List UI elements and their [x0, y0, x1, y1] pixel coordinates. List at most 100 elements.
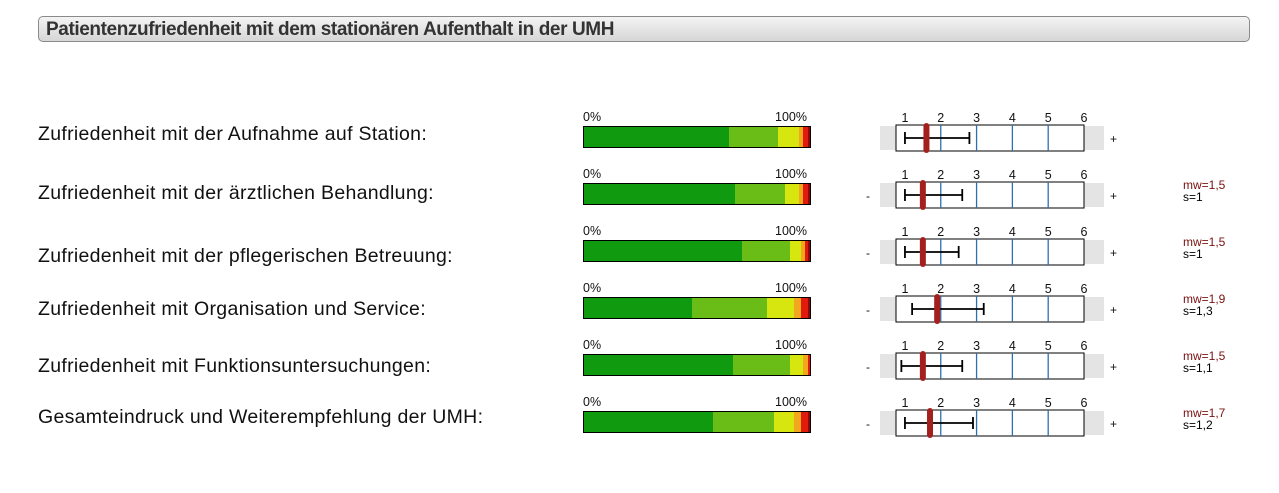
row-label: Zufriedenheit mit der pflegerischen Betr… [38, 245, 453, 267]
mean-value-label: mw=1,5 [1183, 349, 1226, 363]
row-stats: mw=1,9 s=1,3 [1183, 293, 1225, 317]
row-label: Zufriedenheit mit der ärztlichen Behandl… [38, 182, 434, 204]
scale-tick-label: 1 [901, 225, 908, 239]
scale-tick-label: 1 [901, 111, 908, 125]
mean-marker [934, 294, 941, 324]
scale-tick-label: 2 [937, 339, 944, 353]
pct-min-label: 0% [583, 395, 602, 409]
title-bar: Patientenzufriedenheit mit dem stationär… [38, 16, 1250, 42]
row-stats: mw=1,5 s=1 [1183, 236, 1225, 260]
scale-tick-label: 3 [973, 396, 980, 410]
sd-value-label: s=1 [1183, 247, 1203, 261]
pct-min-label: 0% [583, 224, 602, 238]
pct-max-label: 100% [775, 338, 807, 352]
mean-marker [927, 408, 934, 438]
distribution-segment [800, 241, 806, 261]
row-label: Zufriedenheit mit Organisation und Servi… [38, 298, 426, 320]
page-title: Patientenzufriedenheit mit dem stationär… [46, 19, 615, 40]
scale-tick-label: 3 [973, 282, 980, 296]
scale-tick-label: 5 [1045, 111, 1052, 125]
minus-label: - [866, 246, 870, 260]
scale-tick-label: 5 [1045, 282, 1052, 296]
mean-scale: 1 2 3 4 5 6 - + [866, 225, 1117, 267]
pct-min-label: 0% [583, 281, 602, 295]
distribution-segment [692, 298, 768, 318]
distribution-segment [789, 241, 801, 261]
chart-row: Zufriedenheit mit Organisation und Servi… [0, 281, 1279, 338]
scale-tick-label: 2 [937, 225, 944, 239]
scale-tick-label: 5 [1045, 225, 1052, 239]
distribution-bar [583, 183, 811, 205]
distribution-segment [794, 412, 801, 432]
scale-tick-label: 3 [973, 111, 980, 125]
distribution-bar [583, 297, 811, 319]
scale-tick-label: 1 [901, 339, 908, 353]
plus-label: + [1110, 132, 1117, 146]
distribution-segment [807, 184, 810, 204]
distribution-segment [807, 241, 810, 261]
mean-scale: 1 2 3 4 5 6 - + [866, 168, 1117, 210]
mean-value-label: mw=1,5 [1183, 178, 1226, 192]
mean-value-label: mw=1,5 [1183, 235, 1226, 249]
distribution-segment [712, 412, 774, 432]
chart-row: Zufriedenheit mit Funktionsuntersuchunge… [0, 338, 1279, 395]
distribution-segment [767, 298, 795, 318]
pct-min-label: 0% [583, 338, 602, 352]
pct-max-label: 100% [775, 224, 807, 238]
scale-tick-label: 4 [1009, 339, 1016, 353]
distribution-segment [584, 355, 734, 375]
mean-marker [919, 237, 926, 267]
scale-tick-label: 5 [1045, 339, 1052, 353]
distribution-bar [583, 240, 811, 262]
pct-min-label: 0% [583, 167, 602, 181]
distribution-bar [583, 126, 811, 148]
pct-min-label: 0% [583, 110, 602, 124]
scale-tick-label: 2 [937, 396, 944, 410]
mean-marker [919, 180, 926, 210]
plus-label: + [1110, 189, 1117, 203]
chart-row: Gesamteindruck und Weiterempfehlung der … [0, 395, 1279, 452]
distribution-segment [733, 355, 790, 375]
scale-tick-label: 3 [973, 339, 980, 353]
scale-tick-label: 1 [901, 282, 908, 296]
distribution-segment [807, 127, 810, 147]
scale-tick-label: 1 [901, 168, 908, 182]
distribution-segment [584, 127, 729, 147]
scale-tick-label: 4 [1009, 282, 1016, 296]
scale-tick-label: 6 [1081, 339, 1088, 353]
scale-tick-label: 3 [973, 168, 980, 182]
distribution-segment [584, 184, 736, 204]
distribution-segment [798, 127, 804, 147]
scale-tick-label: 4 [1009, 111, 1016, 125]
distribution-segment [800, 412, 808, 432]
chart-row: Zufriedenheit mit der ärztlichen Behandl… [0, 167, 1279, 224]
pct-max-label: 100% [775, 281, 807, 295]
scale-tick-label: 6 [1081, 396, 1088, 410]
distribution-segment [803, 184, 808, 204]
plus-label: + [1110, 360, 1117, 374]
pct-max-label: 100% [775, 167, 807, 181]
distribution-segment [803, 355, 808, 375]
plus-label: + [1110, 303, 1117, 317]
mean-scale: 1 2 3 4 5 6 - + [866, 282, 1117, 324]
mean-scale: 1 2 3 4 5 6 - + [866, 339, 1117, 381]
distribution-segment [785, 184, 799, 204]
mean-marker [919, 351, 926, 381]
sd-value-label: s=1,1 [1183, 361, 1213, 375]
distribution-segment [778, 127, 799, 147]
scale-tick-label: 4 [1009, 396, 1016, 410]
row-stats: mw=1,5 s=1 [1183, 179, 1225, 203]
scale-tick-label: 2 [937, 168, 944, 182]
scale-tick-label: 3 [973, 225, 980, 239]
scale-tick-label: 5 [1045, 168, 1052, 182]
distribution-segment [794, 298, 801, 318]
distribution-segment [742, 241, 790, 261]
scale-tick-label: 6 [1081, 282, 1088, 296]
pct-max-label: 100% [775, 395, 807, 409]
chart-row: Zufriedenheit mit der pflegerischen Betr… [0, 224, 1279, 281]
plus-label: + [1110, 246, 1117, 260]
distribution-segment [584, 298, 693, 318]
sd-value-label: s=1,2 [1183, 418, 1213, 432]
row-label: Gesamteindruck und Weiterempfehlung der … [38, 406, 484, 428]
chart-row: Zufriedenheit mit der Aufnahme auf Stati… [0, 110, 1279, 167]
